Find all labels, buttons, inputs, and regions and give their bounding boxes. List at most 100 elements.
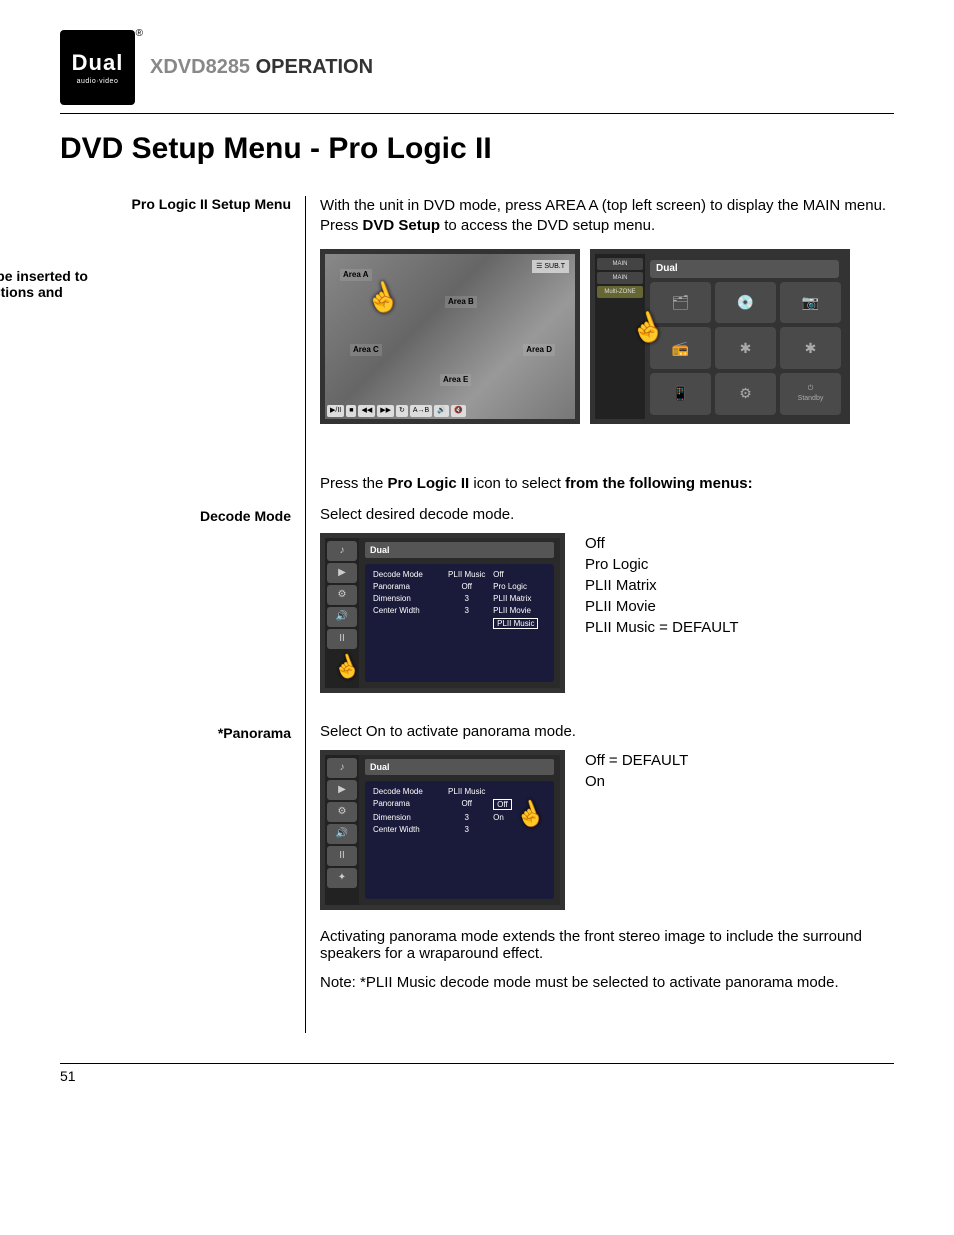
side-icon: ⚙	[327, 585, 357, 605]
side-main-2: MAIN	[597, 272, 643, 284]
selected-opt: Off	[493, 799, 512, 810]
cell: PLII Music	[440, 787, 493, 796]
screenshot-areas: ☰ SUB.T Area A Area B Area C Area D Area…	[320, 249, 580, 424]
play-pause-btn: ▶/II	[327, 405, 344, 416]
press-mid: icon to select	[469, 475, 565, 492]
cell	[373, 618, 440, 629]
ss-body: Decode ModePLII Music PanoramaOffOff Dim…	[365, 781, 554, 899]
intro-screenshots: ☰ SUB.T Area A Area B Area C Area D Area…	[320, 249, 894, 424]
note-title: Note:	[0, 252, 120, 268]
grid-cell: 📱	[650, 373, 711, 415]
intro-bold: DVD Setup	[363, 217, 441, 234]
grid-cell: ✱	[780, 327, 841, 369]
rewind-btn: ◀◀	[358, 405, 375, 416]
cell: Off	[493, 570, 546, 579]
panorama-label: *Panorama	[60, 723, 305, 1033]
panorama-note-1: Activating panorama mode extends the fro…	[320, 928, 894, 962]
section-word: OPERATION	[256, 56, 373, 78]
area-a-label: Area A	[340, 269, 372, 282]
model-number: XDVD8285	[150, 56, 250, 78]
note-block: Note: A DVD disc must be inserted to acc…	[0, 252, 120, 316]
opt: On	[585, 771, 688, 792]
area-d-label: Area D	[523, 344, 555, 357]
cell: 3	[440, 813, 493, 822]
area-b-label: Area B	[445, 296, 477, 309]
ab-btn: A→B	[410, 405, 432, 416]
repeat-btn: ↻	[396, 405, 408, 416]
cell: 3	[440, 825, 493, 834]
mute-btn: 🔇	[451, 405, 466, 416]
grid-cell: ✱	[715, 327, 776, 369]
cell: 3	[440, 606, 493, 615]
opt: Off	[585, 533, 739, 554]
intro-left: Pro Logic II Setup Menu Note: A DVD disc…	[60, 196, 305, 506]
side-icon: ♪	[327, 758, 357, 778]
grid-cell: 📷	[780, 282, 841, 324]
press-bold-2: from the following menus:	[565, 475, 753, 492]
decode-instruction: Select desired decode mode.	[320, 506, 894, 523]
panorama-screenshot: DDPL.II ♪ ▶ ⚙ 🔊 II ✦ Dual Decode ModePLI…	[320, 750, 565, 910]
panorama-note-2: Note: *PLII Music decode mode must be se…	[320, 974, 894, 991]
side-icon: ▶	[327, 563, 357, 583]
sub-t-icon: ☰	[536, 262, 542, 271]
press-bold-1: Pro Logic II	[388, 475, 470, 492]
opt: PLII Matrix	[585, 575, 739, 596]
cell: Center Width	[373, 825, 440, 834]
cell: Pro Logic	[493, 582, 546, 591]
intro-text-after: to access the DVD setup menu.	[440, 217, 655, 234]
sub-t-label: SUB.T	[544, 262, 565, 271]
ss-body: Decode ModePLII MusicOff PanoramaOffPro …	[365, 564, 554, 682]
side-icon: II	[327, 846, 357, 866]
decode-screenshot: DDPL.II ♪ ▶ ⚙ 🔊 II Dual Decode ModePLII …	[320, 533, 565, 693]
cell: Dimension	[373, 594, 440, 603]
press-pre: Press the	[320, 475, 388, 492]
intro-label: Pro Logic II Setup Menu	[60, 196, 291, 212]
opt: Pro Logic	[585, 554, 739, 575]
menu-grid: 🗂 💿 📷 📻 ✱ ✱ 📱 ⚙ ⏻ Standby	[650, 282, 841, 415]
decode-label: Decode Mode	[60, 506, 305, 723]
side-multizone: Multi-ZONE	[597, 286, 643, 298]
press-line: Press the Pro Logic II icon to select fr…	[320, 474, 894, 494]
header-rule	[60, 113, 894, 114]
opt: Off = DEFAULT	[585, 750, 688, 771]
intro-paragraph: With the unit in DVD mode, press AREA A …	[320, 196, 894, 237]
selected-opt: PLII Music	[493, 618, 538, 629]
logo-text: Dual	[72, 50, 124, 76]
decode-options: Off Pro Logic PLII Matrix PLII Movie PLI…	[585, 533, 739, 638]
grid-cell: ⚙	[715, 373, 776, 415]
side-main-1: MAIN	[597, 258, 643, 270]
panorama-content: Select On to activate panorama mode. DDP…	[305, 723, 894, 1033]
note-body: A DVD disc must be inserted to access th…	[0, 268, 120, 316]
cell: Panorama	[373, 582, 440, 591]
ss-brand: Dual	[365, 759, 554, 775]
side-icon: 🔊	[327, 607, 357, 627]
vol-btn: 🔊	[434, 405, 449, 416]
cell: PLII Movie	[493, 606, 546, 615]
side-icon: II	[327, 629, 357, 649]
opt: PLII Music = DEFAULT	[585, 617, 739, 638]
cell: Off	[440, 582, 493, 591]
cell: PLII Matrix	[493, 594, 546, 603]
standby-icon: ⏻	[808, 384, 814, 393]
sub-t-button: ☰ SUB.T	[532, 260, 569, 273]
side-icon: ⚙	[327, 802, 357, 822]
opt: PLII Movie	[585, 596, 739, 617]
cell: Off	[440, 799, 493, 810]
ss-brand: Dual	[365, 542, 554, 558]
logo-subtext: audio·video	[77, 78, 119, 85]
side-icon: ♪	[327, 541, 357, 561]
brand-bar: Dual	[650, 260, 839, 278]
grid-cell: 💿	[715, 282, 776, 324]
grid-cell-standby: ⏻ Standby	[780, 373, 841, 415]
side-icon: ✦	[327, 868, 357, 888]
side-icon: 🔊	[327, 824, 357, 844]
header-title: XDVD8285 OPERATION	[150, 56, 373, 79]
cell	[440, 618, 493, 629]
page-title: DVD Setup Menu - Pro Logic II	[60, 132, 894, 166]
cell: Decode Mode	[373, 570, 440, 579]
area-e-label: Area E	[440, 374, 471, 387]
page-number: 51	[60, 1063, 894, 1084]
area-c-label: Area C	[350, 344, 382, 357]
panorama-instruction: Select On to activate panorama mode.	[320, 723, 894, 740]
cell: 3	[440, 594, 493, 603]
